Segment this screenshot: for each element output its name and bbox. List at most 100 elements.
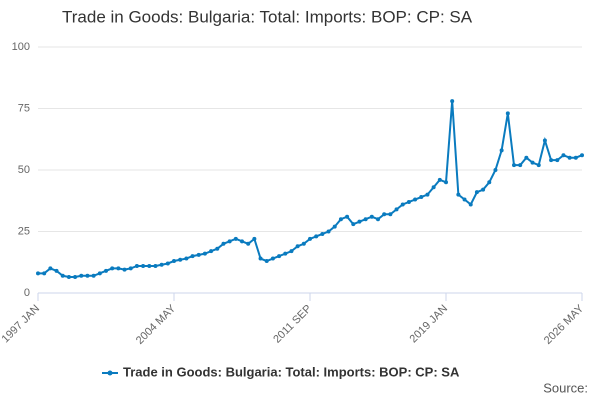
point bbox=[258, 256, 263, 261]
point bbox=[567, 155, 572, 160]
point bbox=[91, 273, 96, 278]
point bbox=[487, 180, 492, 185]
point bbox=[444, 180, 448, 185]
point bbox=[549, 158, 554, 163]
point bbox=[394, 207, 399, 212]
point bbox=[499, 148, 504, 153]
point bbox=[36, 271, 40, 276]
point bbox=[221, 241, 226, 246]
point bbox=[240, 239, 244, 244]
point bbox=[215, 246, 220, 251]
point bbox=[524, 155, 529, 160]
x-tick-label: 2019 JAN bbox=[408, 303, 451, 346]
point bbox=[227, 239, 232, 244]
point bbox=[376, 217, 380, 222]
point bbox=[159, 262, 164, 267]
point bbox=[202, 251, 207, 256]
source: Source: bbox=[543, 380, 588, 395]
point bbox=[42, 271, 47, 276]
point bbox=[85, 273, 90, 278]
point bbox=[505, 111, 510, 116]
point bbox=[462, 197, 467, 202]
point bbox=[172, 259, 176, 264]
point bbox=[73, 275, 78, 280]
legend: Trade in Goods: Bulgaria: Total: Imports… bbox=[102, 364, 460, 379]
point bbox=[580, 153, 584, 158]
point bbox=[128, 266, 133, 271]
point bbox=[134, 263, 139, 268]
series-line bbox=[38, 101, 583, 279]
point bbox=[66, 275, 71, 280]
x-tick-label: 1997 JAN bbox=[0, 303, 42, 346]
point bbox=[308, 236, 312, 241]
point bbox=[246, 241, 251, 246]
point bbox=[301, 241, 306, 246]
point bbox=[289, 249, 294, 254]
point bbox=[54, 268, 59, 273]
point bbox=[400, 202, 405, 207]
point bbox=[320, 231, 325, 236]
point bbox=[252, 236, 257, 241]
point bbox=[141, 263, 146, 268]
point bbox=[555, 158, 560, 163]
point bbox=[419, 195, 424, 200]
point bbox=[332, 224, 337, 229]
point bbox=[382, 212, 387, 217]
point bbox=[518, 163, 523, 168]
point bbox=[277, 254, 282, 259]
point bbox=[431, 185, 436, 190]
point bbox=[110, 266, 115, 271]
chart-title: Trade in Goods: Bulgaria: Total: Imports… bbox=[62, 7, 473, 26]
point bbox=[314, 234, 319, 239]
point bbox=[425, 192, 430, 197]
point bbox=[493, 168, 498, 172]
point bbox=[512, 163, 516, 168]
point bbox=[338, 217, 343, 222]
point bbox=[474, 190, 479, 195]
y-tick-label: 75 bbox=[18, 102, 30, 114]
point bbox=[190, 254, 195, 259]
y-tick-label: 50 bbox=[18, 164, 30, 176]
y-tick-label: 0 bbox=[24, 287, 30, 299]
point bbox=[530, 160, 535, 165]
point bbox=[97, 271, 102, 276]
point bbox=[536, 163, 541, 168]
point bbox=[345, 214, 350, 219]
point bbox=[357, 219, 362, 224]
x-tick-label: 2011 SEP bbox=[271, 303, 314, 346]
point bbox=[437, 177, 442, 182]
x-tick-label: 2004 MAY bbox=[134, 302, 179, 347]
point bbox=[233, 236, 238, 241]
point bbox=[153, 263, 158, 268]
point bbox=[388, 212, 393, 217]
point bbox=[456, 192, 461, 197]
point bbox=[184, 256, 189, 261]
point bbox=[60, 273, 65, 278]
point bbox=[79, 273, 84, 278]
point bbox=[406, 199, 411, 204]
point bbox=[363, 217, 368, 222]
y-tick-label: 25 bbox=[18, 225, 30, 237]
point bbox=[122, 267, 127, 272]
point bbox=[351, 222, 356, 227]
point bbox=[178, 257, 183, 262]
point bbox=[196, 252, 201, 257]
point bbox=[326, 229, 331, 234]
y-tick-label: 100 bbox=[12, 41, 30, 53]
point bbox=[104, 268, 108, 273]
point bbox=[542, 138, 547, 143]
point bbox=[561, 153, 566, 158]
point bbox=[116, 266, 121, 271]
point bbox=[270, 256, 275, 261]
point bbox=[481, 187, 486, 192]
point bbox=[48, 266, 53, 271]
point bbox=[573, 155, 578, 160]
point bbox=[283, 251, 288, 256]
point bbox=[413, 197, 418, 202]
point bbox=[295, 244, 300, 249]
point bbox=[147, 263, 152, 268]
point bbox=[165, 261, 170, 266]
point bbox=[264, 259, 269, 264]
point bbox=[369, 214, 374, 219]
